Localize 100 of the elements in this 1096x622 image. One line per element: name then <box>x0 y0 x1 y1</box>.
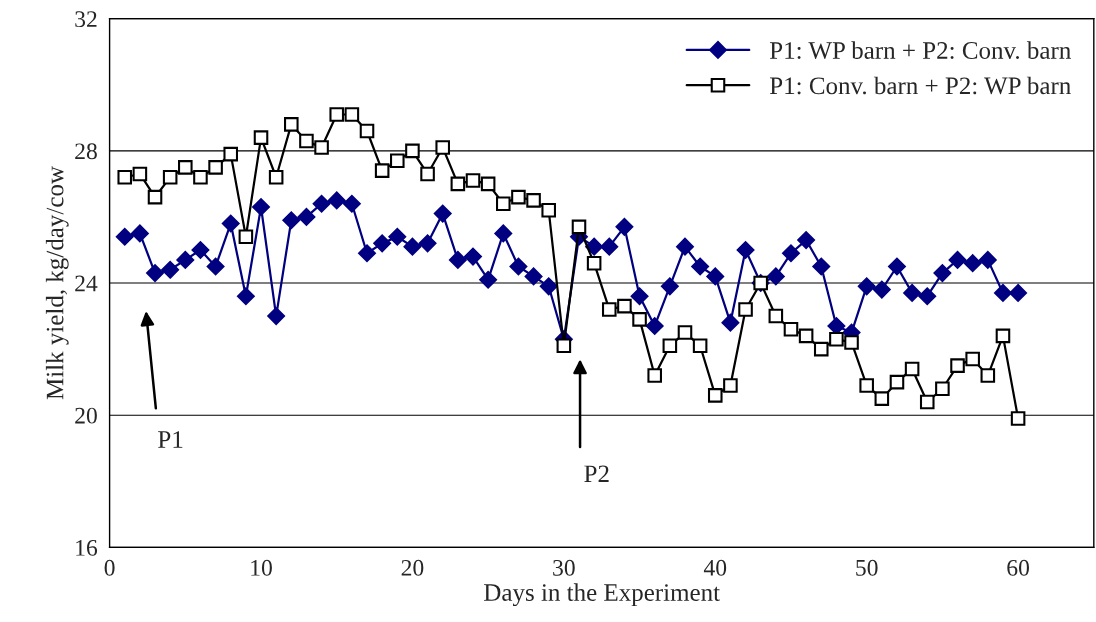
point <box>178 160 193 175</box>
point <box>297 208 316 226</box>
point <box>161 260 180 279</box>
point <box>645 317 664 335</box>
point <box>480 176 496 192</box>
point <box>405 143 420 159</box>
point <box>193 169 208 185</box>
point <box>509 257 528 276</box>
point <box>738 302 753 317</box>
point <box>176 250 195 269</box>
point <box>314 140 329 155</box>
point <box>995 328 1011 344</box>
point <box>950 358 965 373</box>
point <box>342 194 361 213</box>
x-tick-label: 10 <box>251 559 272 576</box>
point <box>494 224 513 243</box>
point <box>647 368 662 383</box>
x-tick-label: 50 <box>856 559 878 576</box>
point <box>859 378 874 393</box>
y-tick-label: 28 <box>75 143 97 160</box>
point <box>980 368 996 383</box>
point <box>403 237 422 256</box>
point <box>904 361 920 377</box>
point <box>632 312 647 327</box>
point <box>359 123 375 139</box>
point <box>963 254 982 273</box>
point <box>479 270 498 289</box>
point <box>268 169 284 185</box>
point <box>933 264 952 282</box>
y-tick-label: 24 <box>75 275 98 292</box>
point <box>978 250 997 269</box>
point <box>874 391 890 406</box>
point <box>723 378 738 393</box>
point <box>223 146 239 162</box>
point <box>253 130 269 145</box>
point <box>344 107 360 122</box>
point <box>526 193 541 208</box>
point <box>420 166 435 182</box>
point <box>433 204 452 223</box>
point <box>813 341 829 357</box>
annotation: P2 <box>584 465 609 482</box>
point <box>146 264 164 282</box>
point <box>373 234 392 253</box>
point <box>736 241 755 259</box>
point <box>903 284 922 302</box>
point <box>677 325 693 340</box>
point <box>130 224 149 243</box>
point <box>630 287 649 306</box>
point <box>132 166 148 182</box>
y-tick-label: 16 <box>76 539 98 556</box>
x-tick-label: 0 <box>104 559 115 576</box>
x-tick-label: 40 <box>703 559 727 576</box>
x-tick-label: 60 <box>1007 559 1030 576</box>
point <box>450 176 466 192</box>
point <box>660 277 679 296</box>
point <box>615 217 634 236</box>
point <box>812 257 831 276</box>
point <box>208 160 223 175</box>
point <box>872 280 891 299</box>
point <box>766 267 785 286</box>
point <box>312 194 331 213</box>
point <box>676 237 694 256</box>
point <box>418 234 437 253</box>
point <box>327 191 346 210</box>
point <box>358 244 376 263</box>
point <box>994 284 1012 302</box>
point <box>768 308 784 324</box>
point <box>965 351 980 367</box>
point <box>539 277 558 296</box>
point <box>918 287 937 306</box>
point <box>374 163 390 178</box>
point <box>662 338 678 354</box>
point <box>571 219 587 235</box>
point <box>541 203 556 218</box>
point <box>783 321 799 337</box>
point <box>267 307 286 325</box>
point <box>390 153 405 169</box>
point <box>282 211 301 230</box>
point <box>495 196 511 211</box>
point <box>147 189 163 205</box>
point <box>284 117 299 132</box>
point <box>1009 284 1027 302</box>
point <box>935 381 950 397</box>
point <box>556 338 572 354</box>
point <box>797 231 816 249</box>
point <box>191 241 210 259</box>
point <box>511 189 526 205</box>
point <box>707 388 723 403</box>
point <box>888 257 906 276</box>
point <box>238 229 254 245</box>
point <box>329 107 345 122</box>
point <box>524 267 543 286</box>
annotation: P1 <box>158 431 183 448</box>
point <box>388 227 407 246</box>
point <box>601 302 617 317</box>
x-tick-label: 20 <box>401 559 424 576</box>
point <box>117 169 133 185</box>
point <box>798 328 814 344</box>
point <box>464 247 482 266</box>
point <box>721 313 740 332</box>
